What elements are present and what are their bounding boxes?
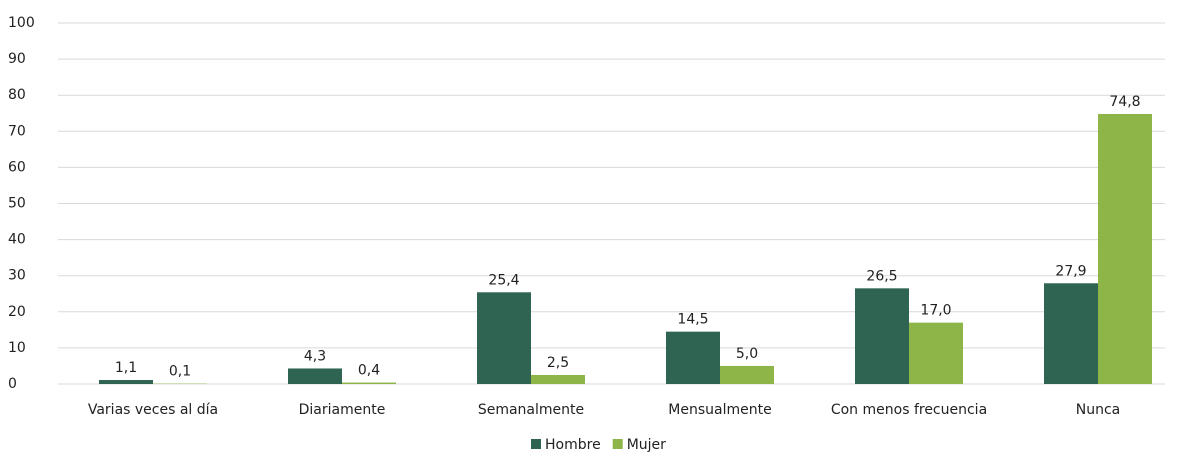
y-tick-label: 60 bbox=[8, 159, 26, 175]
value-label: 17,0 bbox=[920, 303, 951, 319]
bar bbox=[909, 323, 963, 384]
value-label: 25,4 bbox=[488, 272, 519, 288]
bar bbox=[288, 368, 342, 384]
bar bbox=[1098, 114, 1152, 384]
y-tick-label: 80 bbox=[8, 87, 26, 103]
bar bbox=[477, 292, 531, 384]
value-label: 5,0 bbox=[736, 346, 758, 362]
bar bbox=[1044, 283, 1098, 384]
y-tick-label: 10 bbox=[8, 340, 26, 356]
value-label: 0,1 bbox=[169, 364, 191, 380]
bar bbox=[342, 383, 396, 384]
legend-label: Mujer bbox=[627, 437, 666, 453]
bar bbox=[531, 375, 585, 384]
x-tick-label: Semanalmente bbox=[478, 402, 584, 418]
y-tick-label: 20 bbox=[8, 304, 26, 320]
x-tick-label: Varias veces al día bbox=[88, 402, 218, 418]
x-tick-label: Diariamente bbox=[299, 402, 386, 418]
y-tick-label: 40 bbox=[8, 232, 26, 248]
y-tick-label: 0 bbox=[8, 376, 17, 392]
legend-swatch bbox=[613, 439, 623, 449]
value-label: 1,1 bbox=[115, 360, 137, 376]
bar bbox=[720, 366, 774, 384]
value-label: 4,3 bbox=[304, 348, 326, 364]
value-label: 26,5 bbox=[866, 268, 897, 284]
legend-swatch bbox=[531, 439, 541, 449]
value-label: 2,5 bbox=[547, 355, 569, 371]
y-tick-label: 90 bbox=[8, 51, 26, 67]
bar bbox=[666, 332, 720, 384]
legend-label: Hombre bbox=[545, 437, 601, 453]
y-tick-label: 70 bbox=[8, 123, 26, 139]
x-tick-label: Nunca bbox=[1076, 402, 1121, 418]
x-tick-label: Con menos frecuencia bbox=[831, 402, 987, 418]
value-label: 14,5 bbox=[677, 312, 708, 328]
bar bbox=[99, 380, 153, 384]
y-tick-label: 100 bbox=[8, 15, 35, 31]
value-label: 27,9 bbox=[1055, 263, 1086, 279]
value-label: 0,4 bbox=[358, 363, 380, 379]
y-tick-label: 50 bbox=[8, 196, 26, 212]
x-tick-label: Mensualmente bbox=[668, 402, 771, 418]
value-label: 74,8 bbox=[1109, 94, 1140, 110]
y-tick-label: 30 bbox=[8, 268, 26, 284]
bar bbox=[855, 288, 909, 384]
